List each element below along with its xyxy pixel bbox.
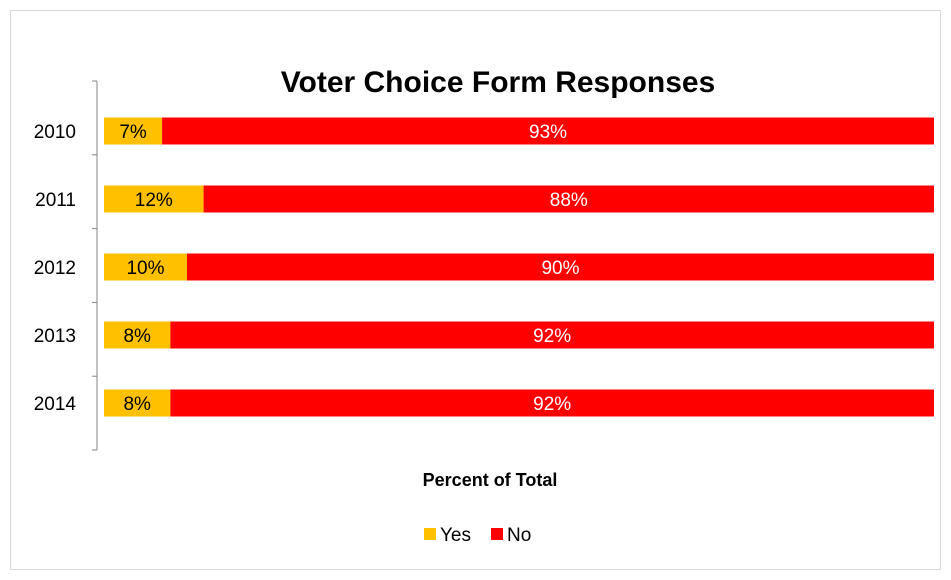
legend-label-no: No [507,525,531,546]
bar-yes-2010 [104,117,163,145]
legend-swatch-yes [424,528,436,540]
data-label-no: 93% [529,122,567,143]
legend-swatch-no [491,528,503,540]
bar-yes-2012 [104,253,187,281]
legend-label-yes: Yes [440,525,471,546]
legend: Yes No [424,525,531,546]
data-label-yes: 7% [119,122,147,143]
data-label-no: 92% [533,394,571,415]
category-axis [92,80,98,451]
data-label-no: 92% [533,326,571,347]
chart-title: Voter Choice Form Responses [281,66,716,99]
data-label-no: 88% [550,190,588,211]
data-label-yes: 8% [123,326,151,347]
category-label: 2013 [34,326,76,347]
bar-no-2010 [162,117,935,145]
bar-no-2013 [170,321,934,349]
bar-no-2011 [203,185,935,213]
data-label-no: 90% [541,258,579,279]
data-label-yes: 12% [135,190,173,211]
data-label-yes: 8% [123,394,151,415]
bar-no-2012 [187,253,934,281]
category-label: 2012 [34,258,76,279]
bar-yes-2013 [104,321,171,349]
category-label: 2014 [34,394,77,415]
x-axis-title: Percent of Total [423,470,558,490]
data-labels: 2010 7% 93% 2011 12% 88% 2012 10% 90% 2013 8% 92% 20… [34,122,588,415]
bars [104,117,935,417]
bar-yes-2014 [104,389,171,417]
data-label-yes: 10% [126,258,164,279]
bar-no-2014 [170,389,934,417]
bar-yes-2011 [104,185,204,213]
chart-frame [10,10,941,570]
category-label: 2011 [35,190,76,211]
category-label: 2010 [34,122,76,143]
